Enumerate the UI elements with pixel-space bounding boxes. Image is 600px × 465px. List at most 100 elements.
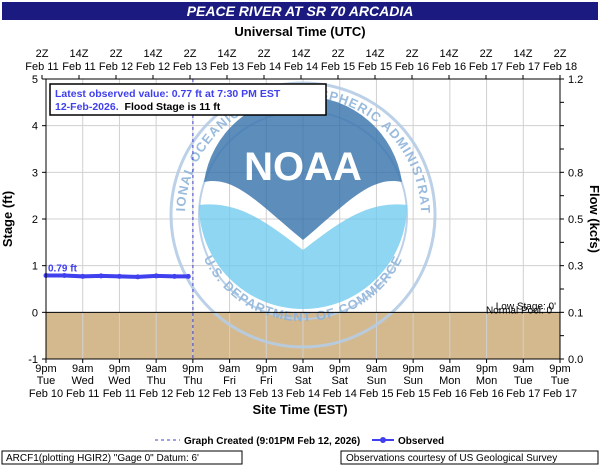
top-tick-date: Feb 14 — [284, 61, 318, 73]
right-axis-title: Flow (kcfs) — [587, 185, 600, 253]
bottom-tick-day: Tue — [551, 375, 570, 387]
top-tick-date: Feb 12 — [136, 61, 170, 73]
latest-value-box — [49, 83, 327, 116]
top-axis-title: Universal Time (UTC) — [234, 24, 365, 39]
bottom-tick-day: Wed — [72, 375, 94, 387]
right-tick-label: 0.0 — [568, 354, 583, 366]
left-axis-ticks: -1 0 1 2 3 4 5 — [28, 74, 46, 366]
bottom-tick-time: 9pm — [549, 363, 570, 375]
bottom-tick-day: Fri — [223, 375, 236, 387]
observed-point — [98, 273, 104, 279]
bottom-tick-date: Feb 12 — [139, 388, 173, 400]
bottom-tick-date: Feb 11 — [103, 388, 136, 400]
latest-value-line1: Latest observed value: 0.77 ft at 7:30 P… — [55, 88, 281, 100]
top-tick-date: Feb 15 — [358, 61, 392, 73]
bottom-tick-time: 9am — [513, 363, 534, 375]
bottom-tick-date: Feb 10 — [29, 388, 63, 400]
left-tick-label: 2 — [32, 214, 38, 226]
bottom-tick-date: Feb 15 — [396, 388, 430, 400]
bottom-tick-time: 9am — [219, 363, 240, 375]
top-tick-date: Feb 15 — [321, 61, 355, 73]
bottom-tick-date: Feb 17 — [506, 388, 540, 400]
bottom-tick-day: Sat — [331, 375, 348, 387]
title-bar — [2, 2, 598, 20]
left-tick-label: 5 — [32, 74, 38, 86]
bottom-tick-day: Wed — [108, 375, 130, 387]
bottom-tick-time: 9am — [439, 363, 460, 375]
noaa-sky-shape — [204, 96, 402, 241]
first-value-label: 0.79 ft — [48, 263, 78, 274]
noaa-bird-shape — [199, 204, 407, 309]
flood-stage-text: Flood Stage is 11 ft — [125, 101, 221, 113]
bottom-tick-day: Sat — [295, 375, 312, 387]
top-tick-time: 2Z — [480, 48, 493, 60]
bottom-tick-time: 9pm — [109, 363, 130, 375]
bottom-tick-time: 9pm — [35, 363, 56, 375]
bottom-tick-date: Feb 16 — [433, 388, 467, 400]
observed-point — [80, 273, 86, 279]
top-tick-time: 14Z — [218, 48, 237, 60]
bottom-tick-time: 9pm — [329, 363, 350, 375]
top-tick-date: Feb 11 — [62, 61, 95, 73]
observed-series — [43, 272, 191, 280]
bottom-tick-time: 9pm — [256, 363, 277, 375]
normal-pool-label: Normal Pool: 0' — [486, 305, 554, 316]
plotting-info-box — [1, 450, 243, 465]
legend-observed-label: Observed — [398, 436, 444, 447]
legend-graph-created-label: Graph Created (9:01PM Feb 12, 2026) — [184, 436, 360, 447]
top-tick-time: 2Z — [258, 48, 271, 60]
left-tick-label: -1 — [28, 354, 38, 366]
legend-observed-marker — [380, 437, 386, 443]
right-tick-label: 0.5 — [568, 214, 583, 226]
right-axis-ticks: 0.0 0.1 0.3 0.5 0.8 1.2 — [560, 74, 583, 366]
bottom-tick-day: Thu — [147, 375, 166, 387]
bottom-tick-time: 9pm — [476, 363, 497, 375]
noaa-logo-text: NOAA — [244, 145, 362, 189]
top-tick-date: Feb 13 — [210, 61, 244, 73]
bottom-tick-time: 9am — [292, 363, 313, 375]
top-tick-date: Feb 18 — [543, 61, 577, 73]
observed-point — [172, 273, 177, 279]
observed-point — [61, 272, 67, 278]
top-tick-time: 14Z — [292, 48, 311, 60]
noaa-ring-outer — [169, 81, 437, 349]
left-tick-label: 3 — [32, 167, 38, 179]
bottom-tick-time: 9am — [366, 363, 387, 375]
latest-value-date: 12-Feb-2026. — [55, 101, 119, 113]
top-tick-time: 2Z — [110, 48, 123, 60]
top-tick-date: Feb 14 — [247, 61, 281, 73]
top-tick-time: 2Z — [406, 48, 419, 60]
bottom-tick-date: Feb 12 — [176, 388, 210, 400]
low-stage-label: Low Stage: 0' — [496, 301, 556, 312]
right-tick-label: 0.1 — [568, 307, 583, 319]
bottom-tick-day: Mon — [439, 375, 460, 387]
credit-text: Observations courtesy of US Geological S… — [346, 453, 557, 464]
right-tick-label: 0.8 — [568, 167, 583, 179]
bottom-tick-time: 9am — [145, 363, 166, 375]
bottom-tick-date: Feb 16 — [469, 388, 503, 400]
bottom-tick-day: Sun — [367, 375, 387, 387]
left-axis-title: Stage (ft) — [0, 191, 15, 247]
chart-title: PEACE RIVER AT SR 70 ARCADIA — [187, 3, 414, 19]
bottom-tick-day: Sun — [403, 375, 423, 387]
top-tick-time: 14Z — [440, 48, 459, 60]
top-tick-time: 2Z — [554, 48, 567, 60]
credit-box — [340, 450, 599, 465]
bottom-tick-day: Tue — [514, 375, 533, 387]
top-tick-time: 2Z — [184, 48, 197, 60]
plotting-info-text: ARCF1(plotting HGIR2) "Gage 0" Datum: 6' — [6, 453, 199, 464]
top-tick-date: Feb 11 — [25, 61, 58, 73]
bottom-tick-date: Feb 14 — [323, 388, 357, 400]
bottom-tick-date: Feb 14 — [286, 388, 320, 400]
bottom-tick-date: Feb 17 — [543, 388, 577, 400]
bottom-tick-date: Feb 15 — [359, 388, 393, 400]
latest-value-line2: 12-Feb-2026. Flood Stage is 11 ft — [55, 101, 221, 113]
bottom-axis-title: Site Time (EST) — [252, 402, 347, 417]
top-tick-date: Feb 13 — [173, 61, 207, 73]
left-tick-label: 0 — [32, 307, 38, 319]
bottom-tick-date: Feb 11 — [66, 388, 99, 400]
top-tick-date: Feb 16 — [432, 61, 466, 73]
top-tick-date: Feb 17 — [469, 61, 503, 73]
